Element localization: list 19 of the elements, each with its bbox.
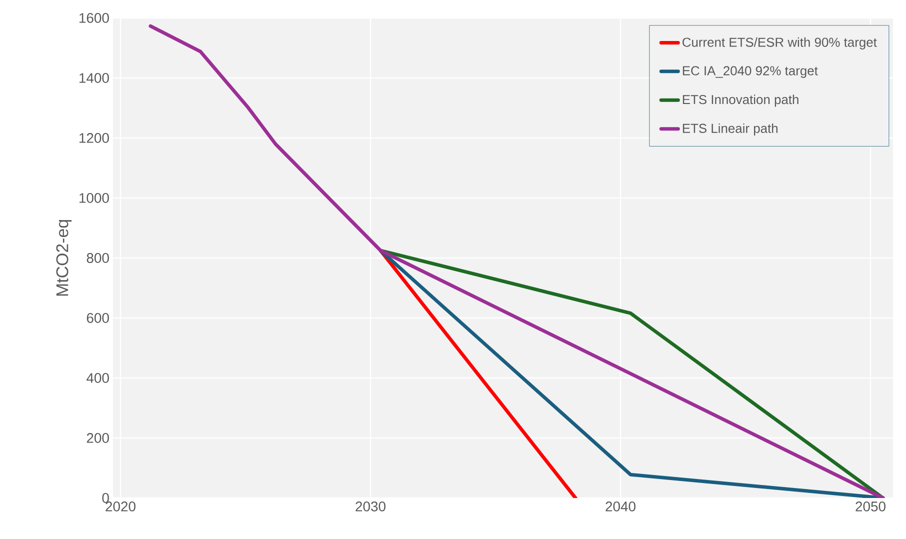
y-tick-label: 400 [86, 373, 109, 383]
y-axis-title: MtCO2-eq [56, 220, 72, 296]
x-tick-label: 2040 [606, 502, 636, 512]
y-tick-label: 800 [86, 253, 109, 263]
legend-label: EC IA_2040 92% target [682, 66, 818, 78]
y-tick-label: 0 [102, 493, 109, 503]
x-tick-label: 2050 [856, 502, 886, 512]
x-tick-label: 2030 [356, 502, 386, 512]
y-tick-label: 200 [86, 433, 109, 443]
legend-label: ETS Innovation path [682, 94, 798, 107]
legend-label: ETS Lineair path [682, 123, 778, 136]
legend-label: Current ETS/ESR with 90% target [682, 37, 877, 50]
line-series [148, 24, 885, 498]
y-tick-label: 1600 [80, 13, 109, 23]
y-tick-label: 1000 [80, 193, 109, 203]
y-tick-label: 600 [86, 313, 109, 323]
y-tick-label: 1200 [80, 133, 109, 143]
y-tick-label: 1400 [80, 73, 109, 83]
x-tick-label: 2020 [106, 502, 136, 512]
